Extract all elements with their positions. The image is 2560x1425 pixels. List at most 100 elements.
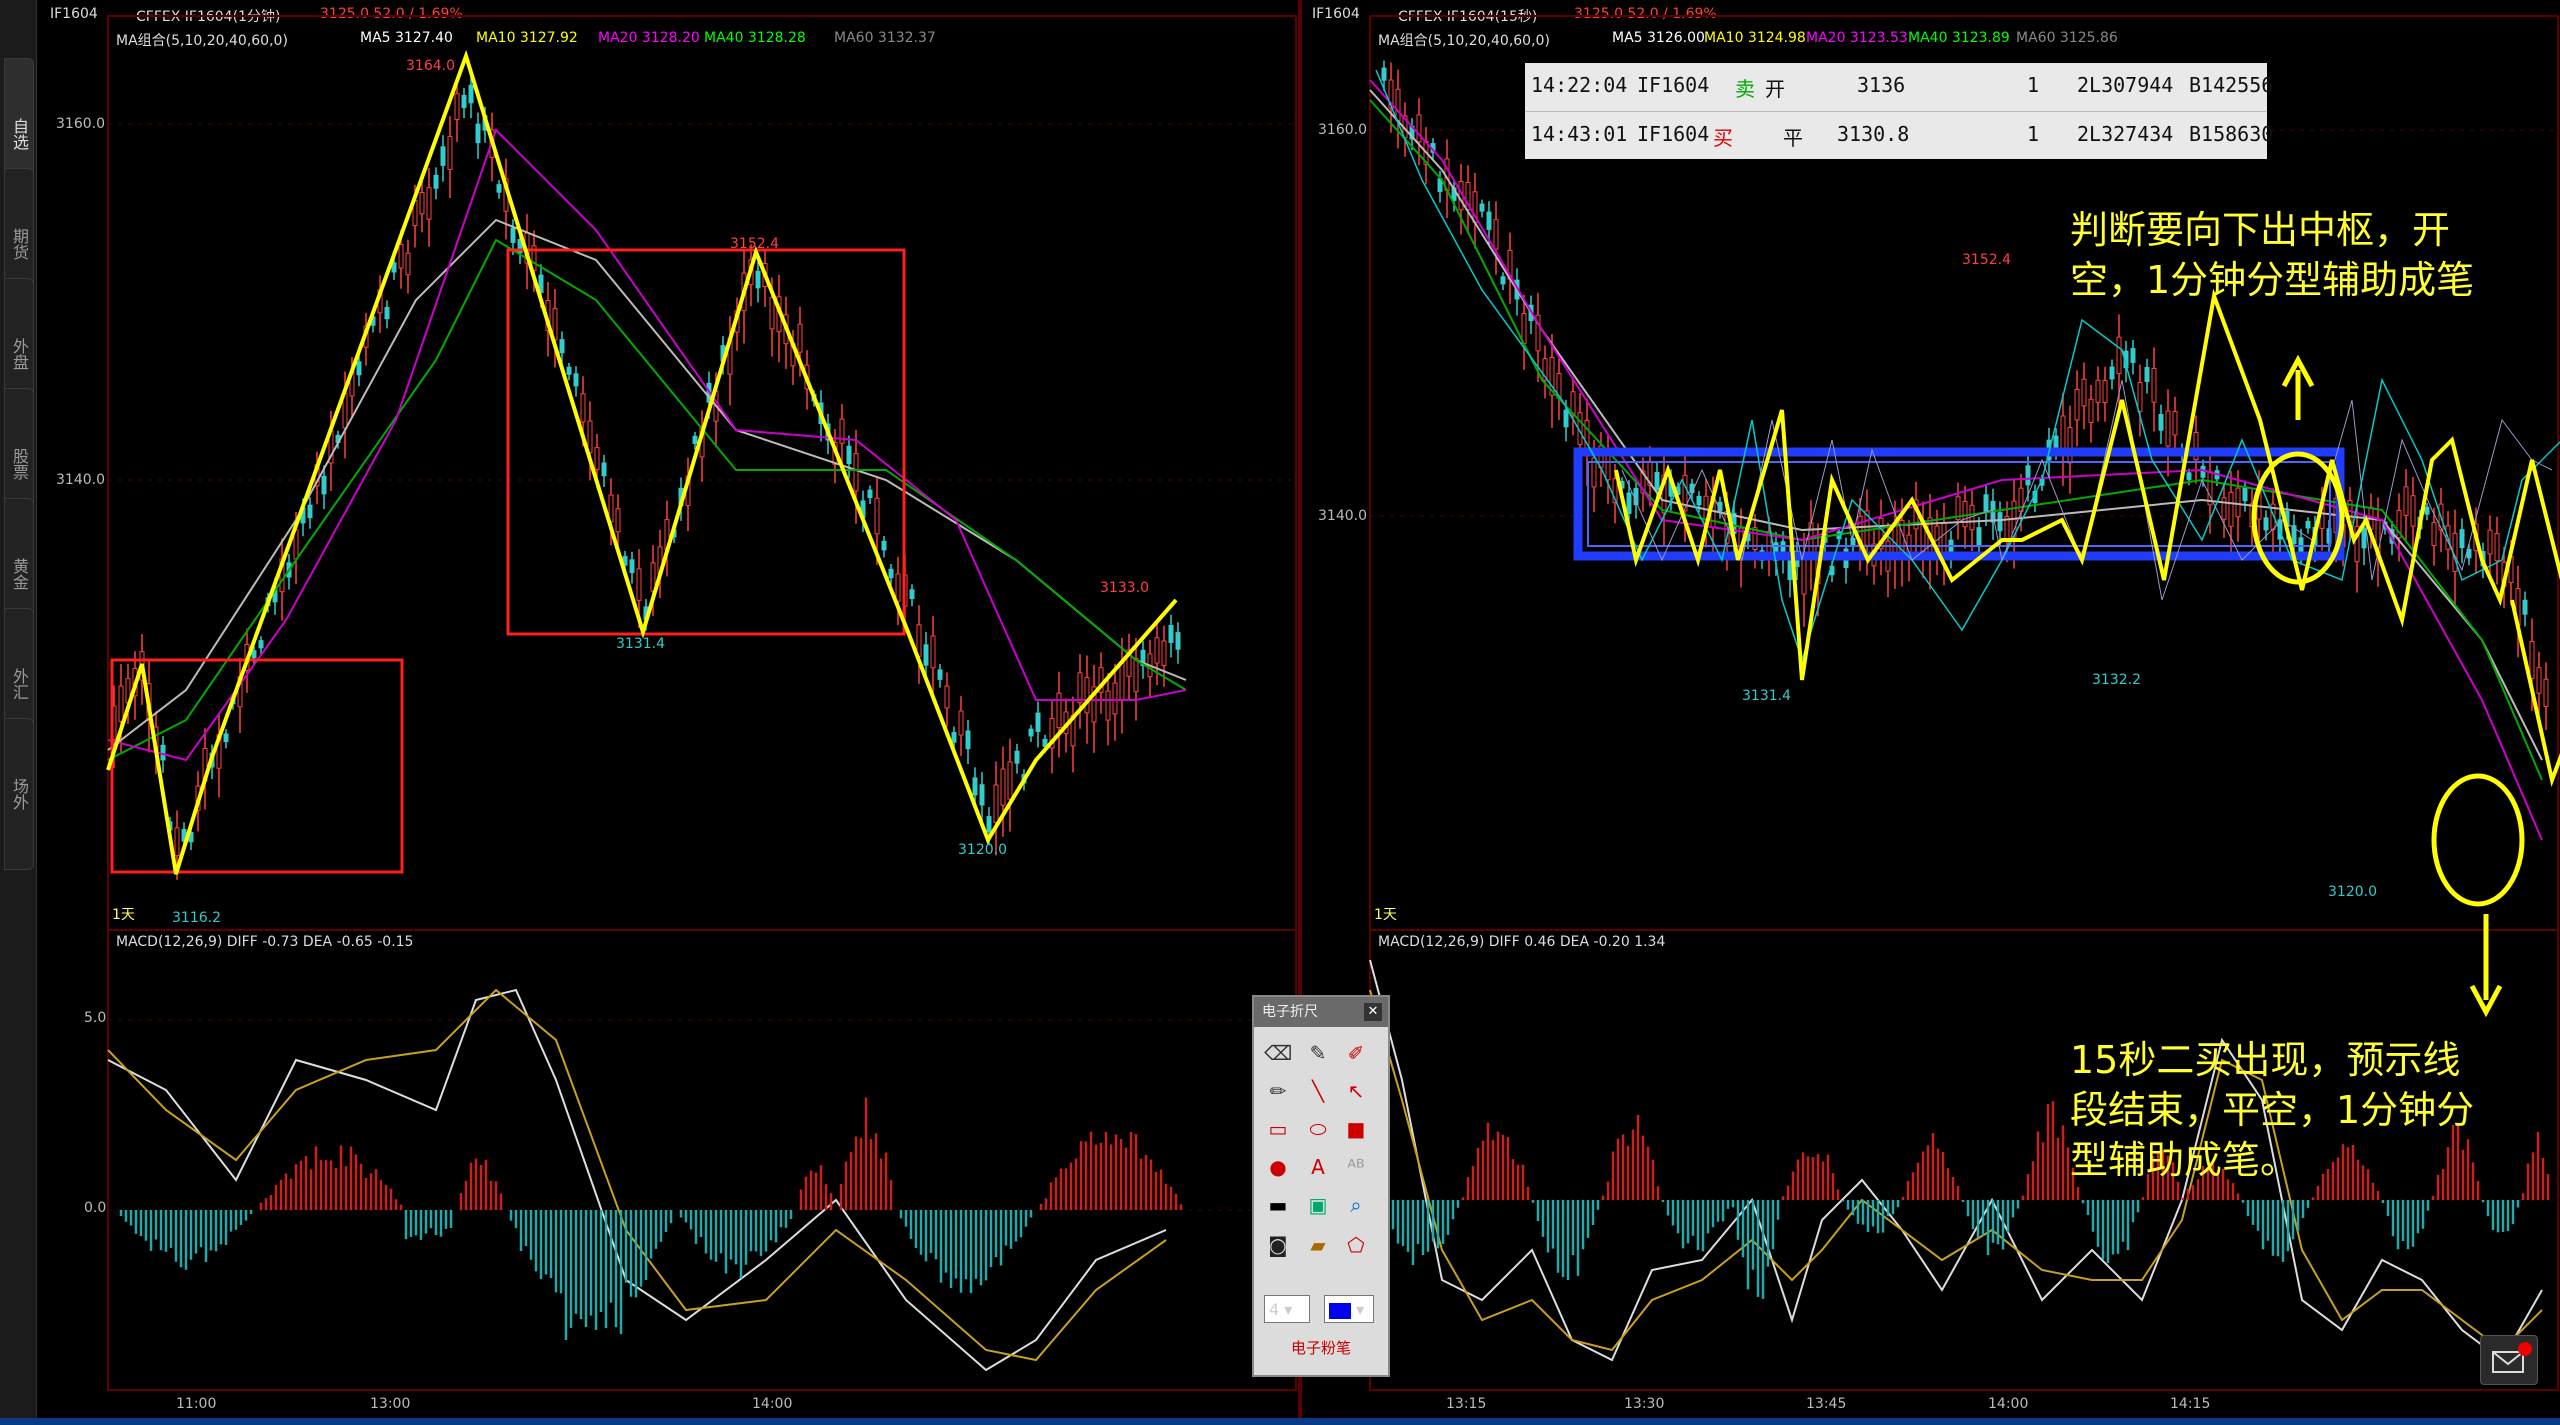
eraser-icon[interactable]: ⌫ [1264, 1041, 1293, 1065]
trade-row[interactable]: 14:22:04 IF1604 卖 开 3136 1 2L307944 B142… [1525, 63, 2273, 109]
trade-price: 3130.8 [1837, 122, 1910, 146]
right-chart-canvas[interactable] [1302, 0, 2560, 1425]
right-xtick-1315: 13:15 [1446, 1396, 1487, 1412]
candle-body [1661, 474, 1667, 514]
right-quote: 3125.0 52.0 / 1.69% [1574, 6, 1717, 22]
candle-body [2291, 525, 2297, 545]
candle-body [447, 136, 453, 170]
circle-mark-bottom [2431, 773, 2525, 907]
candle-body [895, 573, 901, 602]
right-ma40: MA40 3123.89 [1908, 30, 2010, 46]
candle-body [2130, 348, 2136, 363]
trade-row[interactable]: 14:43:01 IF1604 买 平 3130.8 1 2L327434 B1… [1525, 111, 2273, 158]
candle-body [2242, 487, 2248, 502]
candle-body [1941, 522, 1947, 557]
candle-body [440, 146, 446, 166]
trade-order-id: 2L327434 [2077, 122, 2174, 146]
color-select[interactable]: ▾ [1324, 1295, 1374, 1323]
right-xtick-1400: 14:00 [1988, 1396, 2029, 1412]
filled-ellipse-icon[interactable]: ● [1269, 1155, 1287, 1179]
trade-action: 平 [1783, 126, 1803, 150]
candle-body [1077, 672, 1083, 704]
candle-body [391, 262, 397, 273]
candle-body [986, 816, 992, 833]
left-ma10: MA10 3127.92 [476, 30, 578, 46]
candle-body [1752, 527, 1758, 550]
left-ma-label: MA组合(5,10,20,40,60,0) [116, 33, 288, 49]
candle-body [1983, 494, 1989, 512]
polygon-icon[interactable]: ⬠ [1347, 1233, 1365, 1257]
zoom-icon[interactable]: ⌕ [1350, 1193, 1362, 1217]
candle-body [1535, 314, 1541, 352]
candle-body [573, 373, 579, 387]
right-symbol[interactable]: IF1604 [1312, 6, 1360, 22]
left-macd-tick-5: 5.0 [84, 1010, 107, 1026]
side-tab-bar: 自选 期货 外盘 股票 黄金 外汇 场外 [0, 0, 37, 1425]
candle-body [1035, 712, 1041, 732]
message-button[interactable] [2480, 1335, 2538, 1385]
pen-icon[interactable]: ✎ [1309, 1041, 1327, 1065]
candle-body [251, 650, 257, 659]
rectangle-icon[interactable]: ▭ [1268, 1117, 1288, 1141]
candle-body [594, 447, 600, 470]
trade-side: 买 [1713, 126, 1733, 150]
filled-rectangle-icon[interactable]: ■ [1346, 1117, 1366, 1141]
right-period-label: 1天 [1374, 907, 1397, 923]
drawing-tool-footer: 电子粉笔 [1290, 1339, 1351, 1357]
candle-body [2158, 413, 2164, 431]
candle-body [468, 84, 474, 104]
save-icon[interactable]: ◙ [1268, 1233, 1288, 1257]
right-ma-label: MA组合(5,10,20,40,60,0) [1378, 33, 1550, 49]
arrow-icon[interactable]: ↖ [1347, 1079, 1365, 1103]
candle-body [580, 393, 586, 423]
candle-body [405, 252, 411, 276]
font-icon[interactable]: ᴬᴮ [1347, 1155, 1365, 1179]
left-macd-bars [119, 1097, 1183, 1340]
candle-body [636, 568, 642, 601]
candle-body [1493, 219, 1499, 250]
close-icon[interactable]: ✕ [1364, 1003, 1382, 1021]
candle-body [2424, 506, 2430, 515]
left-frame [107, 15, 1297, 1391]
candle-body [692, 435, 698, 444]
candle-body [1696, 495, 1702, 506]
right-diff-line [1369, 959, 2543, 1362]
trade-price: 3136 [1857, 73, 1906, 97]
pencil-icon[interactable]: ✏ [1269, 1079, 1287, 1103]
brush-icon[interactable]: ✐ [1347, 1041, 1365, 1065]
candle-body [2088, 398, 2094, 423]
line-width-select[interactable]: 4 ▾ [1264, 1295, 1310, 1323]
left-chart-canvas[interactable] [36, 0, 1298, 1425]
trade-ref: B142556 [2189, 73, 2274, 97]
right-price-132: 3132.2 [2092, 672, 2141, 688]
panel-divider[interactable] [1298, 0, 1302, 1418]
right-frame [1369, 15, 2559, 1391]
side-tab-otc[interactable]: 场外 [4, 718, 34, 870]
candle-body [1091, 686, 1097, 723]
left-symbol[interactable]: IF1604 [50, 6, 98, 22]
candle-body [2109, 366, 2115, 380]
line-icon[interactable]: ╲ [1311, 1079, 1325, 1103]
candle-body [1112, 682, 1118, 715]
left-ma20: MA20 3128.20 [598, 30, 700, 46]
text-icon[interactable]: A [1311, 1155, 1325, 1179]
trade-time: 14:43:01 [1531, 122, 1628, 146]
candle-body [566, 366, 572, 375]
left-ma60-line [107, 218, 1187, 751]
ellipse-icon[interactable]: ⬭ [1309, 1117, 1327, 1141]
right-dea-line [1369, 989, 2543, 1352]
trade-time: 14:22:04 [1531, 73, 1628, 97]
candle-body [853, 452, 859, 492]
candle-body [1049, 718, 1055, 749]
candle-body [1542, 358, 1548, 381]
right-xtick-1345: 13:45 [1806, 1396, 1847, 1412]
candle-body [965, 730, 971, 750]
candle-body [1388, 79, 1394, 109]
right-ma20-line [1369, 79, 2543, 841]
image-icon[interactable]: ▣ [1308, 1193, 1328, 1217]
fill-black-icon[interactable]: ▬ [1268, 1193, 1288, 1217]
candle-body [2466, 548, 2472, 559]
open-folder-icon[interactable]: ▰ [1310, 1233, 1326, 1257]
candle-body [2459, 529, 2465, 549]
candle-body [419, 192, 425, 215]
